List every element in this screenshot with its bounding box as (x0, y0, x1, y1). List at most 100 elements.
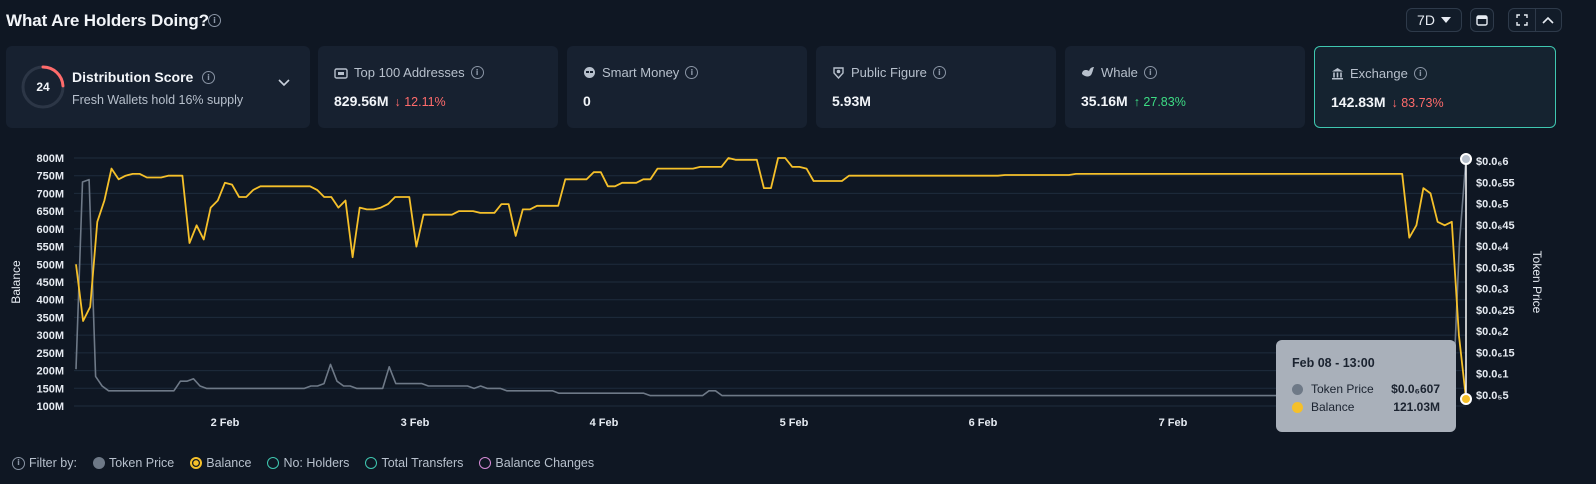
time-range-select[interactable]: 7D (1406, 8, 1462, 32)
smart-money-card[interactable]: Smart Money i 0 (567, 46, 807, 128)
time-range-value: 7D (1417, 12, 1435, 28)
chart-grid (74, 157, 1466, 407)
whale-card[interactable]: Whale i 35.16M ↑ 27.83% (1065, 46, 1305, 128)
wallet-icon (334, 67, 348, 79)
filter-token-price[interactable]: Token Price (92, 456, 175, 470)
filter-item-label: Token Price (108, 456, 175, 470)
card-label: Smart Money (602, 65, 680, 80)
y-left-tick-label: 400M (36, 295, 64, 307)
y-left-tick-label: 100M (36, 401, 64, 413)
distribution-score-subtitle: Fresh Wallets hold 16% supply (72, 93, 244, 107)
tooltip-value: 121.03M (1393, 400, 1440, 414)
page-title: What Are Holders Doing? (6, 11, 209, 30)
card-label: Whale (1101, 65, 1138, 80)
holder-summary-cards: 24 Distribution Score i Fresh Wallets ho… (6, 46, 1556, 128)
filter-item-label: Total Transfers (381, 456, 464, 470)
panel-header: What Are Holders Doing? i 7D (6, 8, 1568, 36)
x-tick-label: 4 Feb (590, 417, 619, 429)
y-right-tick-label: $0.0₆4 (1476, 241, 1509, 253)
y-right-tick-label: $0.0₆3 (1476, 284, 1509, 296)
balance-marker (1460, 393, 1472, 405)
info-icon[interactable]: i (1143, 66, 1157, 79)
y-left-tick-label: 450M (36, 277, 64, 289)
filter-by-text: Filter by: (29, 456, 77, 470)
holders-chart[interactable]: 100M 150M 200M 250M 300M 350M 400M 450M 500M 550M… (0, 140, 1596, 440)
y-left-tick-label: 550M (36, 242, 64, 254)
distribution-gauge (21, 65, 65, 109)
y-left-tick-label: 250M (36, 348, 64, 360)
filter-item-label: No: Holders (283, 456, 350, 470)
tooltip-title: Feb 08 - 13:00 (1292, 356, 1375, 370)
caret-down-icon (1440, 17, 1451, 23)
y-right-tick-label: $0.0₆6 (1476, 156, 1509, 168)
info-icon[interactable]: i (470, 66, 484, 79)
y-axis-right-label: Token Price (1530, 251, 1544, 314)
y-left-tick-label: 650M (36, 206, 64, 218)
card-label: Top 100 Addresses (354, 65, 465, 80)
distribution-score-card[interactable]: 24 Distribution Score i Fresh Wallets ho… (6, 46, 310, 128)
transfers-swatch (365, 457, 378, 469)
y-right-tick-label: $0.0₆2 (1476, 326, 1509, 338)
collapse-button[interactable] (1534, 9, 1561, 31)
y-right-tick-label: $0.0₅5 (1476, 390, 1509, 402)
y-left-tick-label: 300M (36, 330, 64, 342)
calendar-button[interactable] (1470, 8, 1494, 32)
filter-item-label: Balance Changes (495, 456, 595, 470)
tooltip-row-token-price: Token Price $0.0₆607 (1292, 382, 1440, 396)
info-icon[interactable]: i (12, 456, 25, 470)
expand-icon (1516, 14, 1528, 26)
card-value: 142.83M (1331, 94, 1386, 110)
filter-balance[interactable]: Balance (190, 456, 251, 470)
tooltip-value: $0.0₆607 (1391, 382, 1440, 396)
y-axis-left: 100M 150M 200M 250M 300M 350M 400M 450M 500M 550M… (36, 153, 64, 413)
calendar-icon (1476, 15, 1488, 26)
y-left-tick-label: 350M (36, 312, 64, 324)
y-left-tick-label: 750M (36, 171, 64, 183)
tooltip-label: Balance (1311, 400, 1355, 414)
x-tick-label: 7 Feb (1159, 417, 1188, 429)
token-price-swatch (92, 457, 105, 469)
y-right-tick-label: $0.0₆25 (1476, 305, 1515, 317)
top-100-addresses-card[interactable]: Top 100 Addresses i 829.56M ↓ 12.11% (318, 46, 558, 128)
tooltip-label: Token Price (1311, 382, 1374, 396)
card-change: ↓ 12.11% (394, 95, 446, 109)
y-right-tick-label: $0.0₆5 (1476, 199, 1509, 211)
filter-total-transfers[interactable]: Total Transfers (365, 456, 463, 470)
info-icon[interactable]: i (685, 66, 699, 79)
filter-label: i Filter by: (12, 456, 77, 470)
public-figure-card[interactable]: Public Figure i 5.93M (816, 46, 1056, 128)
fullscreen-button[interactable] (1509, 9, 1535, 31)
distribution-score-title: Distribution Score (72, 69, 194, 85)
card-value: 35.16M (1081, 93, 1128, 109)
filter-balance-changes[interactable]: Balance Changes (479, 456, 594, 470)
x-tick-label: 6 Feb (969, 417, 998, 429)
info-icon[interactable]: i (932, 66, 946, 79)
info-icon[interactable]: i (1413, 67, 1427, 80)
y-left-tick-label: 600M (36, 224, 64, 236)
exchange-card[interactable]: Exchange i 142.83M ↓ 83.73% (1314, 46, 1556, 128)
filter-holders[interactable]: No: Holders (267, 456, 349, 470)
y-right-tick-label: $0.0₆35 (1476, 262, 1515, 274)
chevron-down-icon[interactable] (278, 79, 290, 87)
public-figure-icon (833, 67, 844, 79)
y-right-tick-label: $0.0₆45 (1476, 220, 1515, 232)
y-left-tick-label: 500M (36, 259, 64, 271)
token-price-line (75, 157, 1467, 397)
chart-tooltip: Feb 08 - 13:00 Token Price $0.0₆607 Bala… (1276, 340, 1456, 432)
bank-icon (1332, 68, 1343, 80)
token-price-dot (1292, 383, 1303, 395)
balance-swatch (190, 457, 203, 469)
x-tick-label: 2 Feb (211, 417, 240, 429)
card-change: ↑ 27.83% (1133, 95, 1186, 109)
y-left-tick-label: 700M (36, 188, 64, 200)
smart-money-icon (584, 67, 595, 78)
chevron-up-icon (1542, 16, 1555, 24)
info-icon[interactable]: i (208, 14, 221, 27)
y-left-tick-label: 800M (36, 153, 64, 165)
info-icon[interactable]: i (202, 71, 215, 84)
card-value: 829.56M (334, 93, 389, 109)
card-label: Exchange (1350, 66, 1408, 81)
balance-line (75, 157, 1467, 399)
y-axis-left-label: Balance (9, 260, 23, 304)
y-right-tick-label: $0.0₆1 (1476, 369, 1509, 381)
